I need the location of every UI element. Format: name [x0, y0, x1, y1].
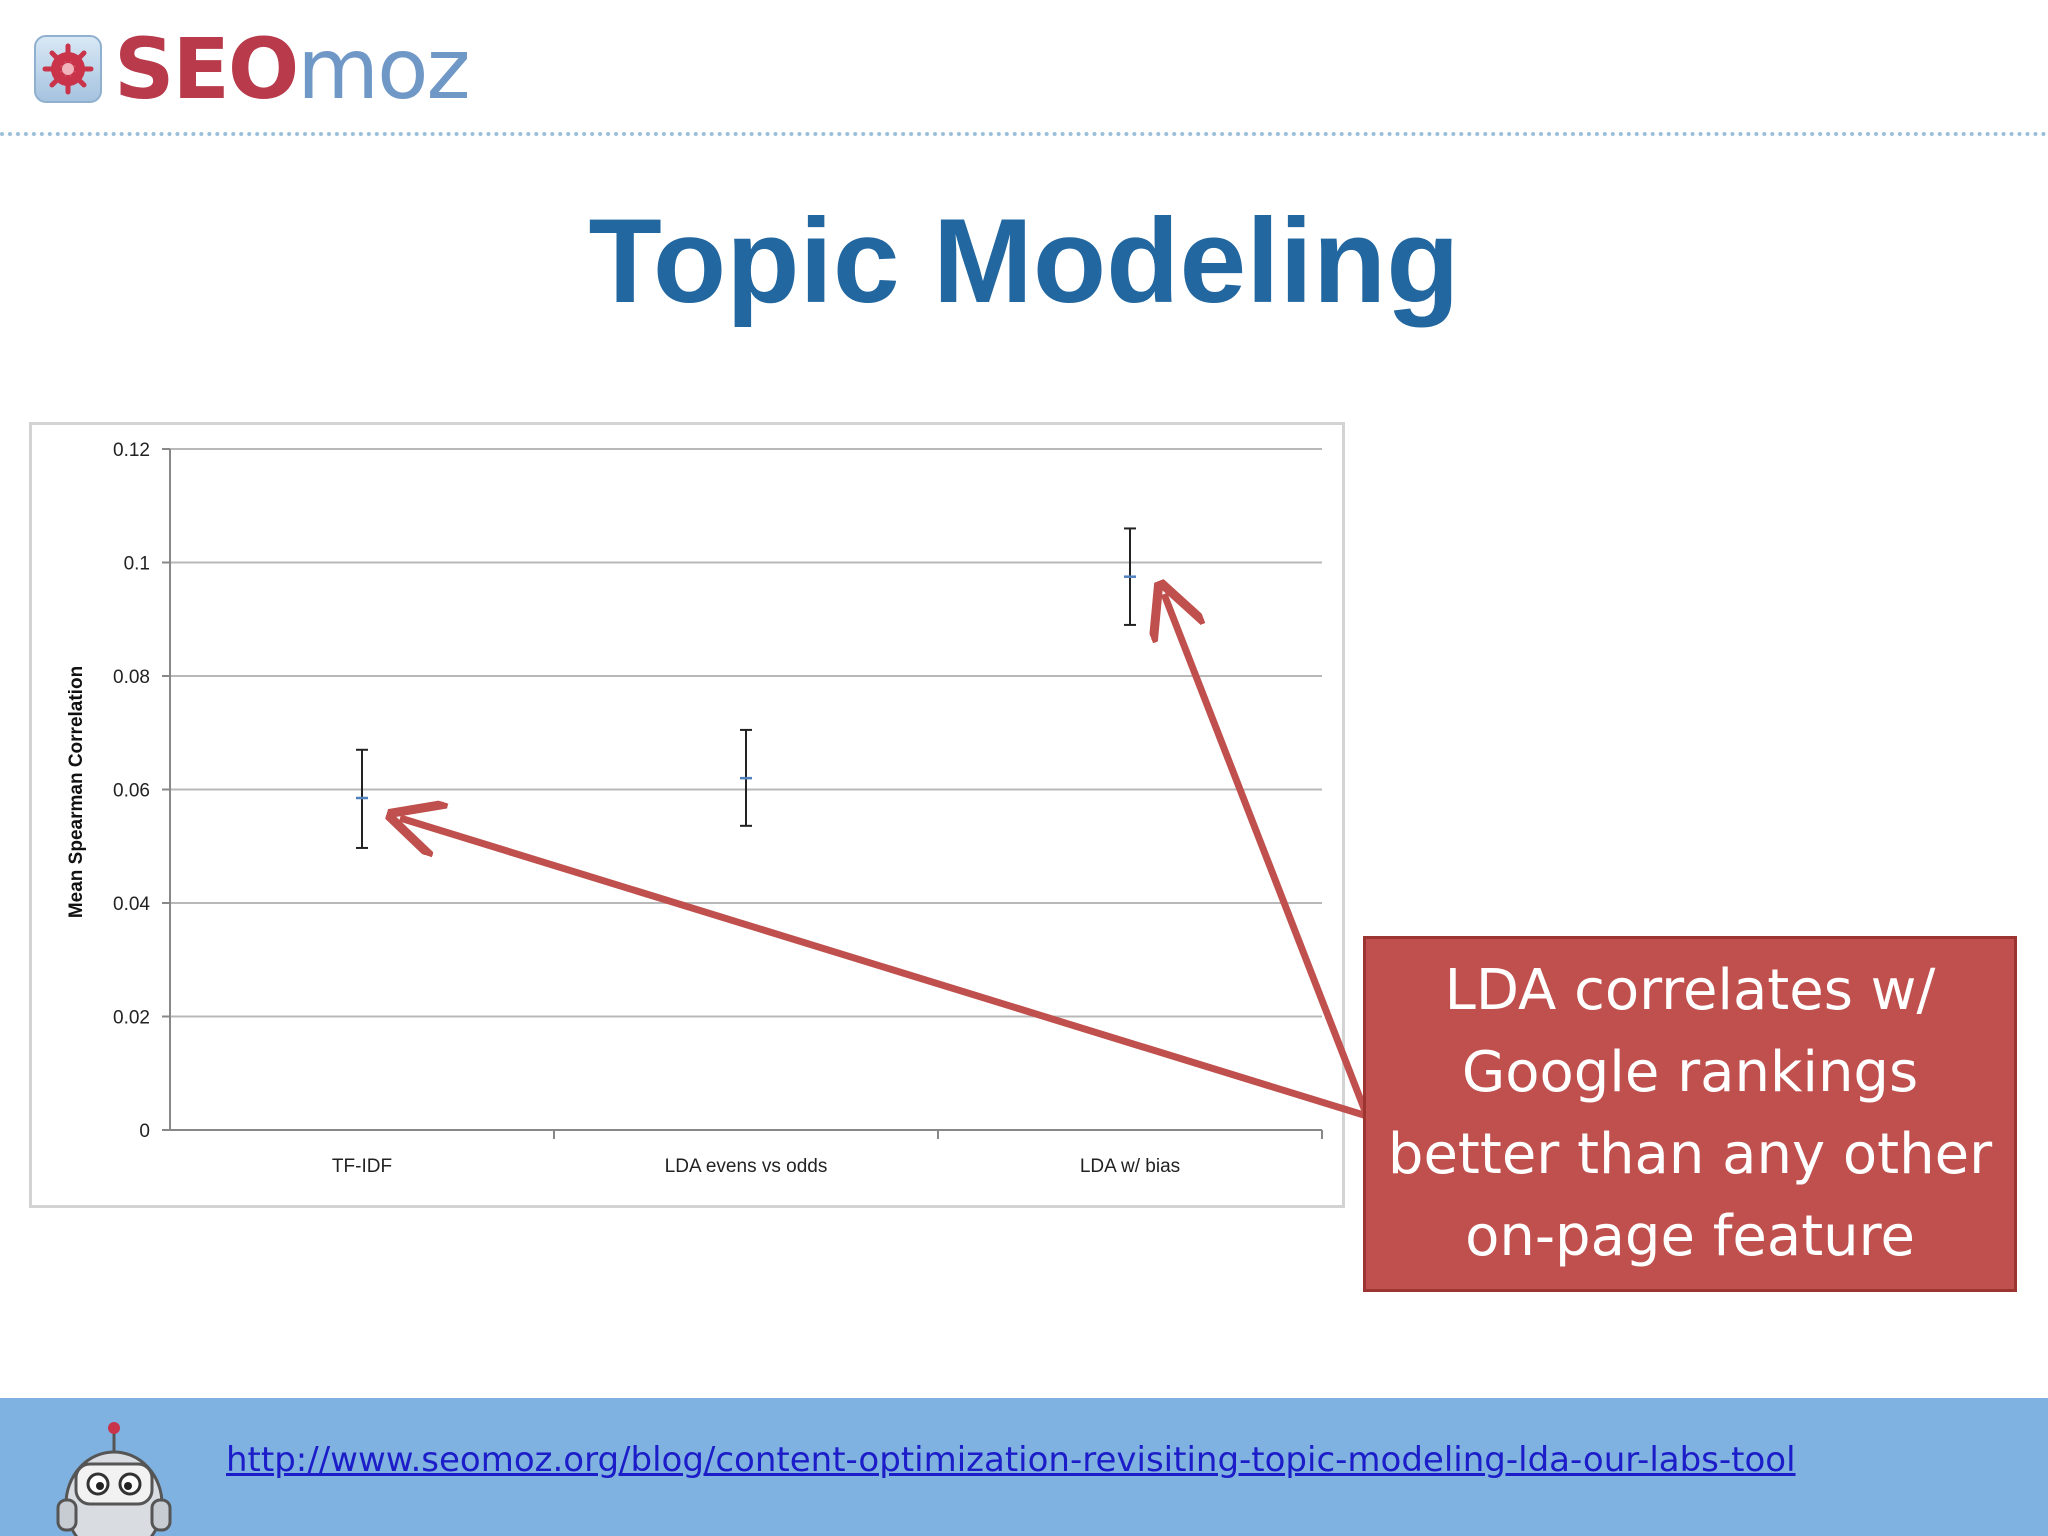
logo-seo: SEO: [114, 20, 299, 118]
slide-title: Topic Modeling: [588, 194, 1460, 328]
error-bar-point: [740, 728, 752, 827]
y-tick-label: 0: [139, 1121, 150, 1142]
callout-line: Google rankings: [1461, 1040, 1919, 1105]
footer-url-link[interactable]: http://www.seomoz.org/blog/content-optim…: [226, 1440, 1796, 1480]
error-bar-chart: 0 0.02 0.04 0.06 0.08 0.1 0.12 TF-IDF LDA evens…: [66, 440, 1323, 1177]
callout-line: LDA correlates w/: [1444, 958, 1936, 1023]
gear-icon: [34, 35, 102, 103]
header-divider: [0, 132, 2048, 136]
roger-robot-icon: [56, 1422, 172, 1536]
x-tick-labels: TF-IDF LDA evens vs odds LDA w/ bias: [332, 1156, 1180, 1177]
callout-box: LDA correlates w/ Google rankings better…: [1363, 936, 2017, 1292]
x-tick-label: TF-IDF: [332, 1156, 392, 1177]
error-bar-point: [356, 748, 368, 849]
gridlines: [162, 448, 1322, 1131]
y-tick-label: 0.02: [113, 1008, 150, 1029]
error-bar-point: [1124, 527, 1136, 626]
y-tick-labels: 0 0.02 0.04 0.06 0.08 0.1 0.12: [113, 440, 150, 1142]
y-tick-label: 0.12: [113, 440, 150, 461]
footer-bar: http://www.seomoz.org/blog/content-optim…: [0, 1398, 2048, 1536]
seomoz-logo: SEOmoz: [34, 27, 471, 111]
callout-text: LDA correlates w/ Google rankings better…: [1388, 950, 1992, 1278]
y-axis-label: Mean Spearman Correlation: [66, 666, 87, 918]
data-series: [356, 527, 1136, 849]
callout-line: on-page feature: [1465, 1204, 1915, 1269]
chart-frame: 0 0.02 0.04 0.06 0.08 0.1 0.12 TF-IDF LDA evens…: [29, 422, 1345, 1208]
x-axis-ticks: [553, 1130, 1323, 1139]
y-tick-label: 0.04: [113, 894, 150, 915]
y-tick-label: 0.1: [124, 554, 150, 575]
x-tick-label: LDA evens vs odds: [665, 1156, 828, 1177]
x-tick-label: LDA w/ bias: [1080, 1156, 1180, 1177]
y-tick-label: 0.08: [113, 667, 150, 688]
callout-line: better than any other: [1387, 1122, 1993, 1187]
logo-moz: moz: [297, 20, 470, 118]
y-tick-label: 0.06: [113, 781, 150, 802]
logo-wordmark: SEOmoz: [114, 27, 471, 111]
